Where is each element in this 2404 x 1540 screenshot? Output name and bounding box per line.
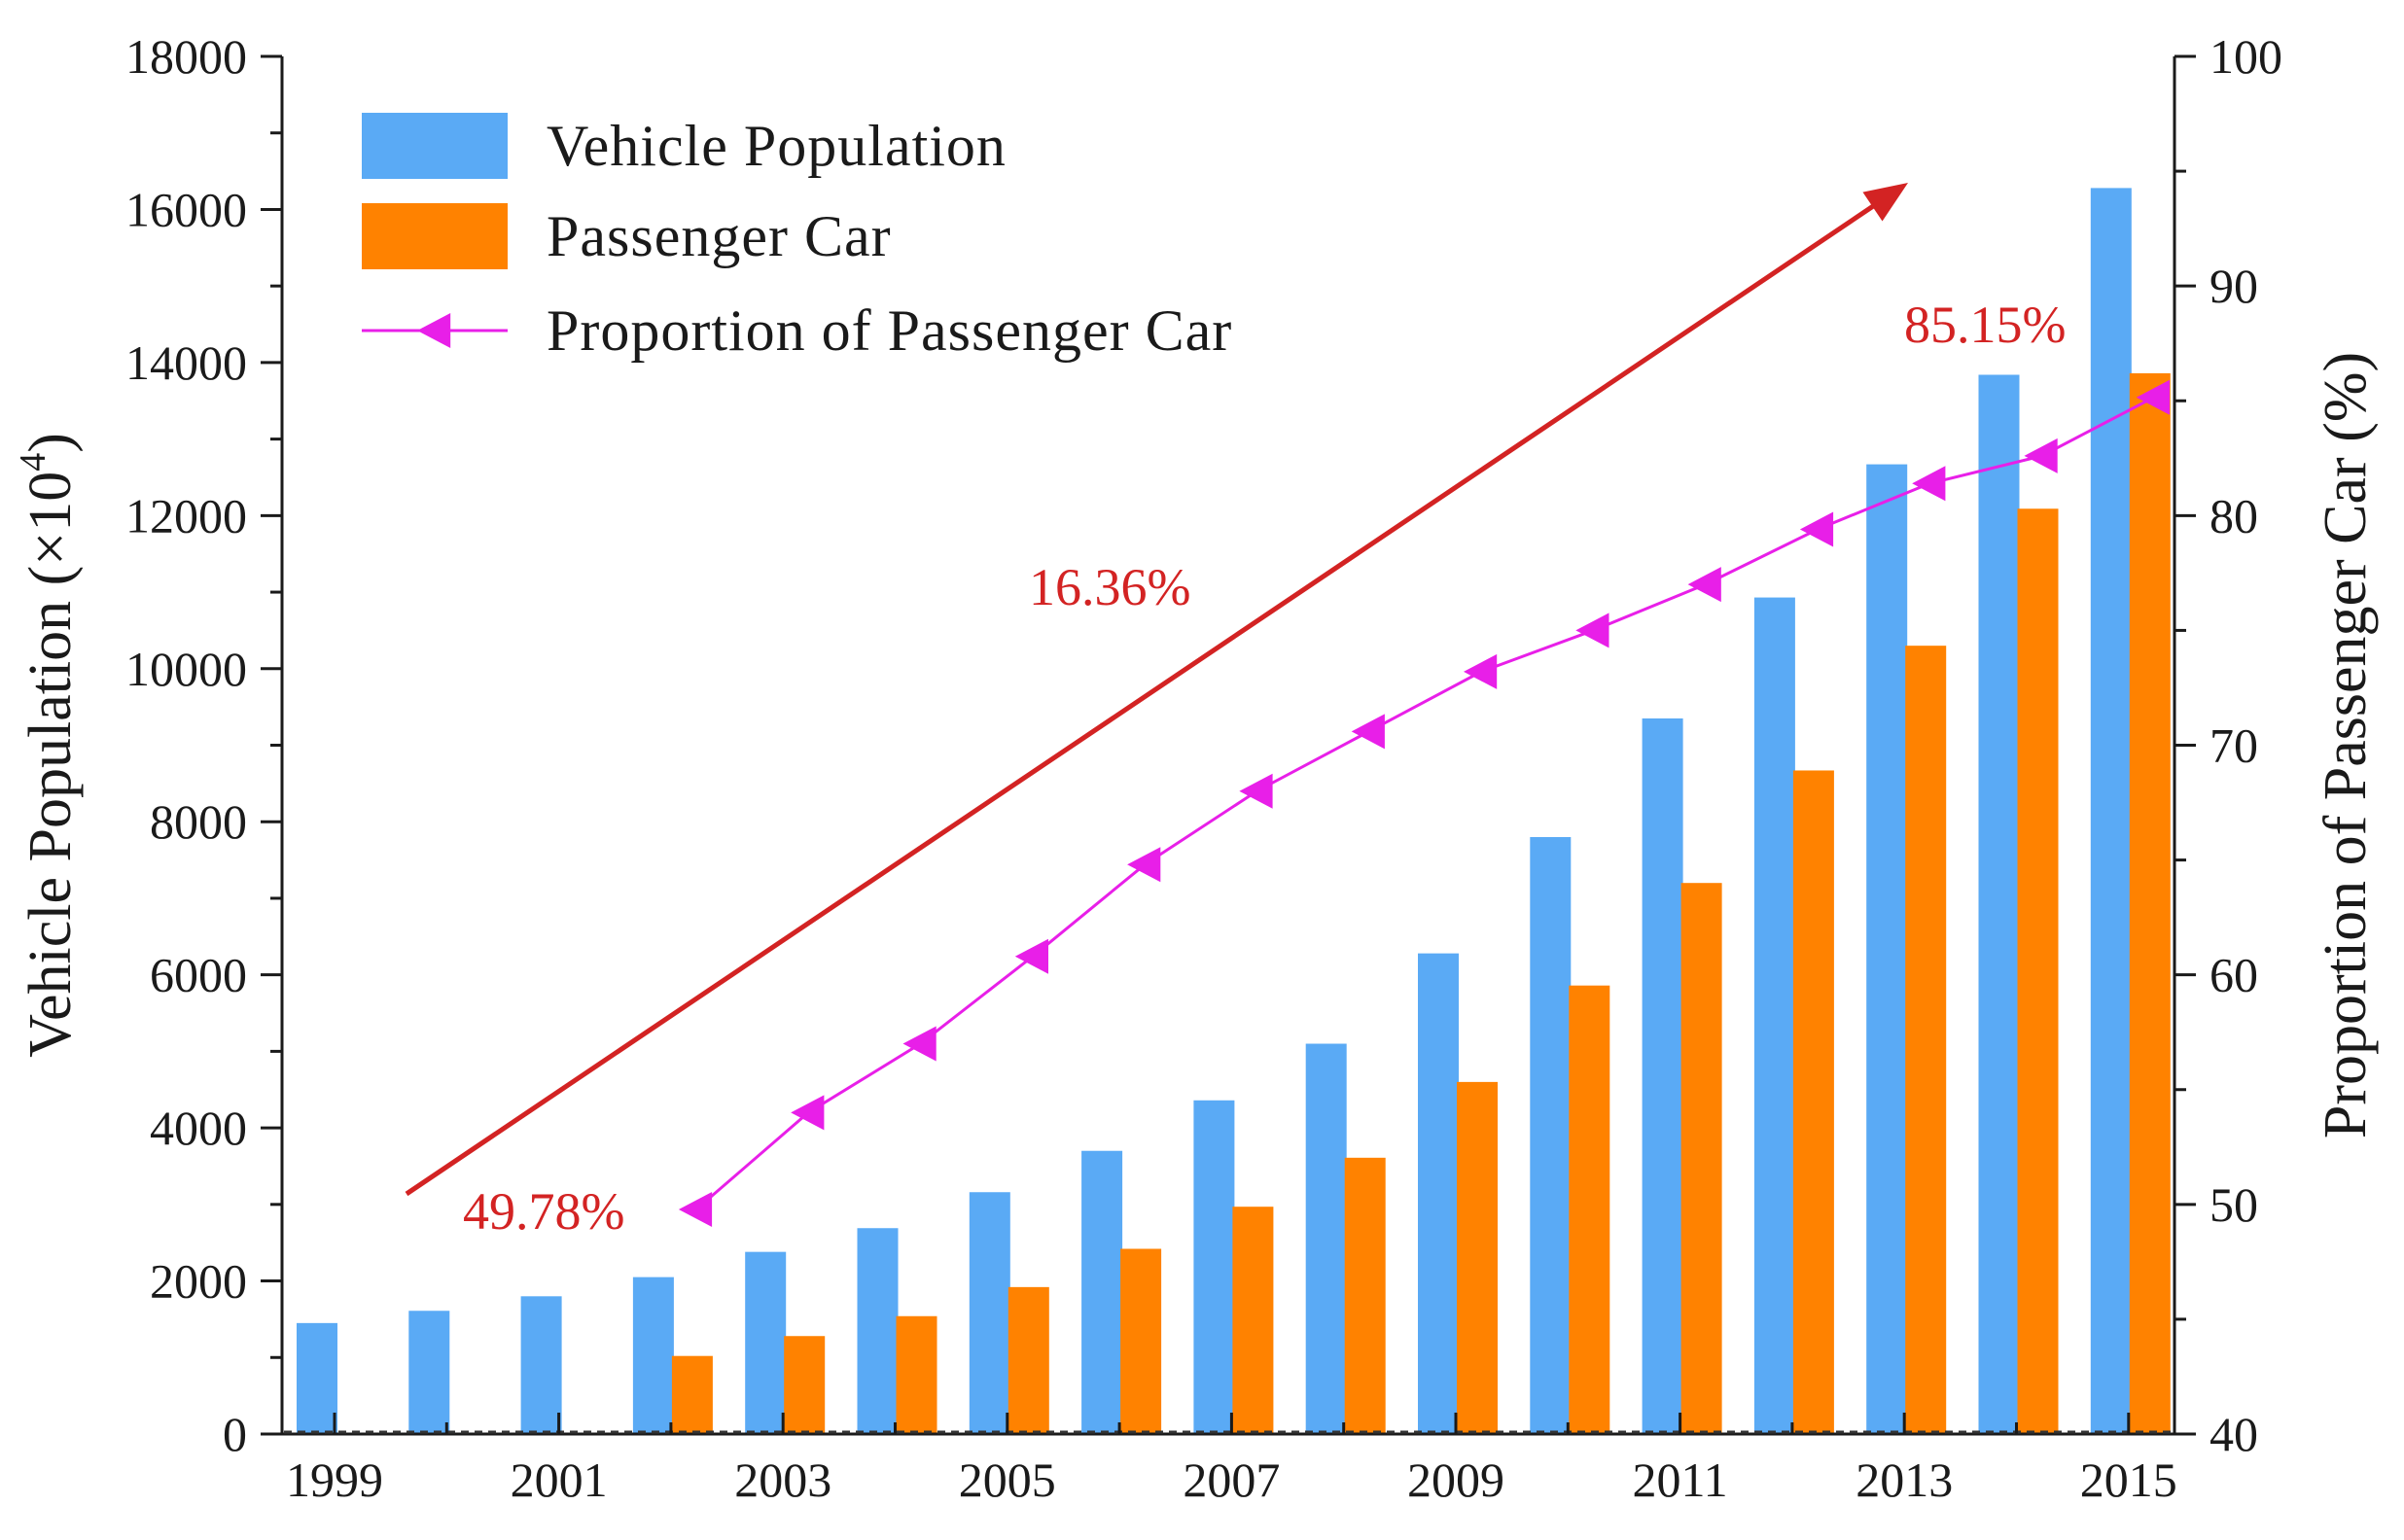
y-left-tick-label: 6000	[150, 948, 247, 1002]
x-tick-label-2011: 2011	[1633, 1452, 1728, 1507]
y-left-tick-label: 4000	[150, 1101, 247, 1155]
legend-vehicle-swatch	[362, 113, 508, 179]
bar-vehicle-2003	[745, 1251, 787, 1434]
bar-vehicle-2009	[1418, 953, 1459, 1434]
bar-passenger-2005	[1008, 1286, 1049, 1434]
proportion-marker-2007	[1239, 773, 1273, 809]
bar-passenger-2008	[1344, 1157, 1386, 1434]
bar-passenger-2006	[1120, 1248, 1162, 1434]
y-right-tick-label: 60	[2210, 948, 2258, 1002]
bar-vehicle-2007	[1193, 1100, 1235, 1434]
bar-vehicle-2005	[969, 1192, 1010, 1434]
y-left-tick-label: 16000	[125, 182, 247, 236]
x-tick-label-2009: 2009	[1407, 1452, 1504, 1507]
proportion-line-layer	[678, 379, 2170, 1228]
bar-vehicle-2015	[2090, 188, 2132, 1434]
x-tick-label-2013: 2013	[1856, 1452, 1953, 1507]
bars-layer	[297, 188, 2171, 1435]
bar-passenger-2003	[784, 1336, 826, 1434]
y-right-tick-label: 40	[2210, 1407, 2258, 1461]
proportion-marker-2002	[678, 1192, 713, 1228]
bar-passenger-2009	[1457, 1081, 1498, 1434]
y-left-tick-label: 10000	[125, 642, 247, 696]
bar-passenger-2007	[1232, 1207, 1274, 1434]
proportion-line	[694, 396, 2155, 1211]
legend-proportion-label: Proportion of Passenger Car	[547, 298, 1232, 363]
annotation-growth: 16.36%	[1029, 558, 1190, 616]
bar-passenger-2004	[896, 1315, 937, 1434]
y-left-tick-label: 8000	[150, 794, 247, 849]
annotation-end: 85.15%	[1904, 296, 2066, 354]
legend-vehicle-label: Vehicle Population	[547, 114, 1007, 178]
y-left-title-main: Vehicle Population (×10	[18, 472, 84, 1058]
legend-passenger-label: Passenger Car	[547, 204, 892, 268]
proportion-marker-2006	[1127, 847, 1161, 883]
bar-vehicle-2000	[408, 1311, 450, 1434]
y-left-tick-label: 12000	[125, 488, 247, 542]
axes-layer: 0 2000 4000 6000 8000 10000 12000 14000 16000 180…	[13, 29, 2379, 1507]
proportion-marker-2010	[1575, 612, 1609, 648]
y-left-tick-label: 14000	[125, 335, 247, 390]
y-left-tick-label: 0	[223, 1407, 247, 1461]
x-tick-label-2015: 2015	[2080, 1452, 2177, 1507]
proportion-marker-2013	[1912, 466, 1946, 502]
bar-vehicle-2002	[632, 1277, 674, 1434]
annotation-start: 49.78%	[463, 1182, 624, 1241]
proportion-marker-2015	[2136, 379, 2170, 415]
legend-proportion-swatch-marker	[417, 313, 451, 348]
bar-passenger-2010	[1569, 985, 1610, 1434]
x-tick-label-2003: 2003	[734, 1452, 831, 1507]
legend-passenger-swatch	[362, 203, 508, 269]
y-left-tick-label: 2000	[150, 1254, 247, 1309]
bar-vehicle-2013	[1866, 464, 1908, 1434]
trend-arrow-line	[405, 192, 1892, 1197]
bar-passenger-2014	[2017, 508, 2059, 1434]
y-right-tick-label: 80	[2210, 488, 2258, 542]
bar-vehicle-2012	[1753, 597, 1795, 1434]
y-left-axis-title: Vehicle Population (×104)	[13, 433, 84, 1058]
proportion-marker-2003	[791, 1095, 825, 1131]
annotation-layer: 49.78% 16.36% 85.15%	[405, 183, 2066, 1241]
bar-passenger-2011	[1680, 883, 1722, 1434]
bar-vehicle-2011	[1642, 718, 1683, 1434]
y-right-axis-title: Proportion of Passenger Car (%)	[2313, 352, 2379, 1138]
legend: Vehicle Population Passenger Car Proportio…	[362, 113, 1232, 363]
y-left-tick-label: 18000	[125, 29, 247, 84]
x-tick-label-1999: 1999	[286, 1452, 383, 1507]
bar-vehicle-1999	[297, 1322, 337, 1434]
bar-vehicle-2004	[857, 1228, 899, 1434]
y-right-tick-label: 90	[2210, 259, 2258, 313]
proportion-marker-2005	[1014, 938, 1048, 974]
bar-vehicle-2006	[1081, 1150, 1123, 1434]
trend-arrow-head	[1862, 183, 1908, 222]
y-left-title-close: )	[18, 433, 84, 453]
x-tick-label-2001: 2001	[511, 1452, 608, 1507]
x-tick-label-2007: 2007	[1183, 1452, 1280, 1507]
proportion-marker-2008	[1351, 714, 1385, 750]
bar-passenger-2015	[2129, 372, 2171, 1434]
proportion-marker-2009	[1464, 653, 1498, 689]
y-left-title-sup: 4	[13, 453, 53, 472]
proportion-marker-2014	[2024, 438, 2058, 473]
proportion-marker-2004	[902, 1026, 937, 1062]
bar-vehicle-2008	[1305, 1043, 1347, 1434]
y-right-tick-label: 50	[2210, 1177, 2258, 1232]
bar-vehicle-2014	[1978, 374, 2020, 1435]
bar-passenger-2013	[1905, 646, 1947, 1434]
proportion-marker-2012	[1799, 511, 1834, 547]
bar-vehicle-2001	[520, 1296, 562, 1434]
x-tick-label-2005: 2005	[959, 1452, 1056, 1507]
bar-passenger-2012	[1792, 770, 1834, 1434]
bar-passenger-2002	[671, 1355, 713, 1434]
bar-vehicle-2010	[1530, 836, 1572, 1434]
proportion-marker-2011	[1687, 567, 1721, 603]
y-right-tick-label: 70	[2210, 718, 2258, 773]
y-right-tick-label: 100	[2210, 29, 2282, 84]
